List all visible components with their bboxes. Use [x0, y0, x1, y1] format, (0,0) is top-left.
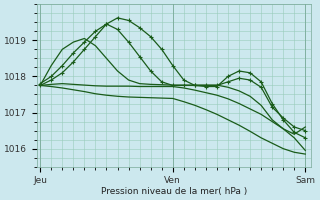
- X-axis label: Pression niveau de la mer( hPa ): Pression niveau de la mer( hPa ): [101, 187, 247, 196]
